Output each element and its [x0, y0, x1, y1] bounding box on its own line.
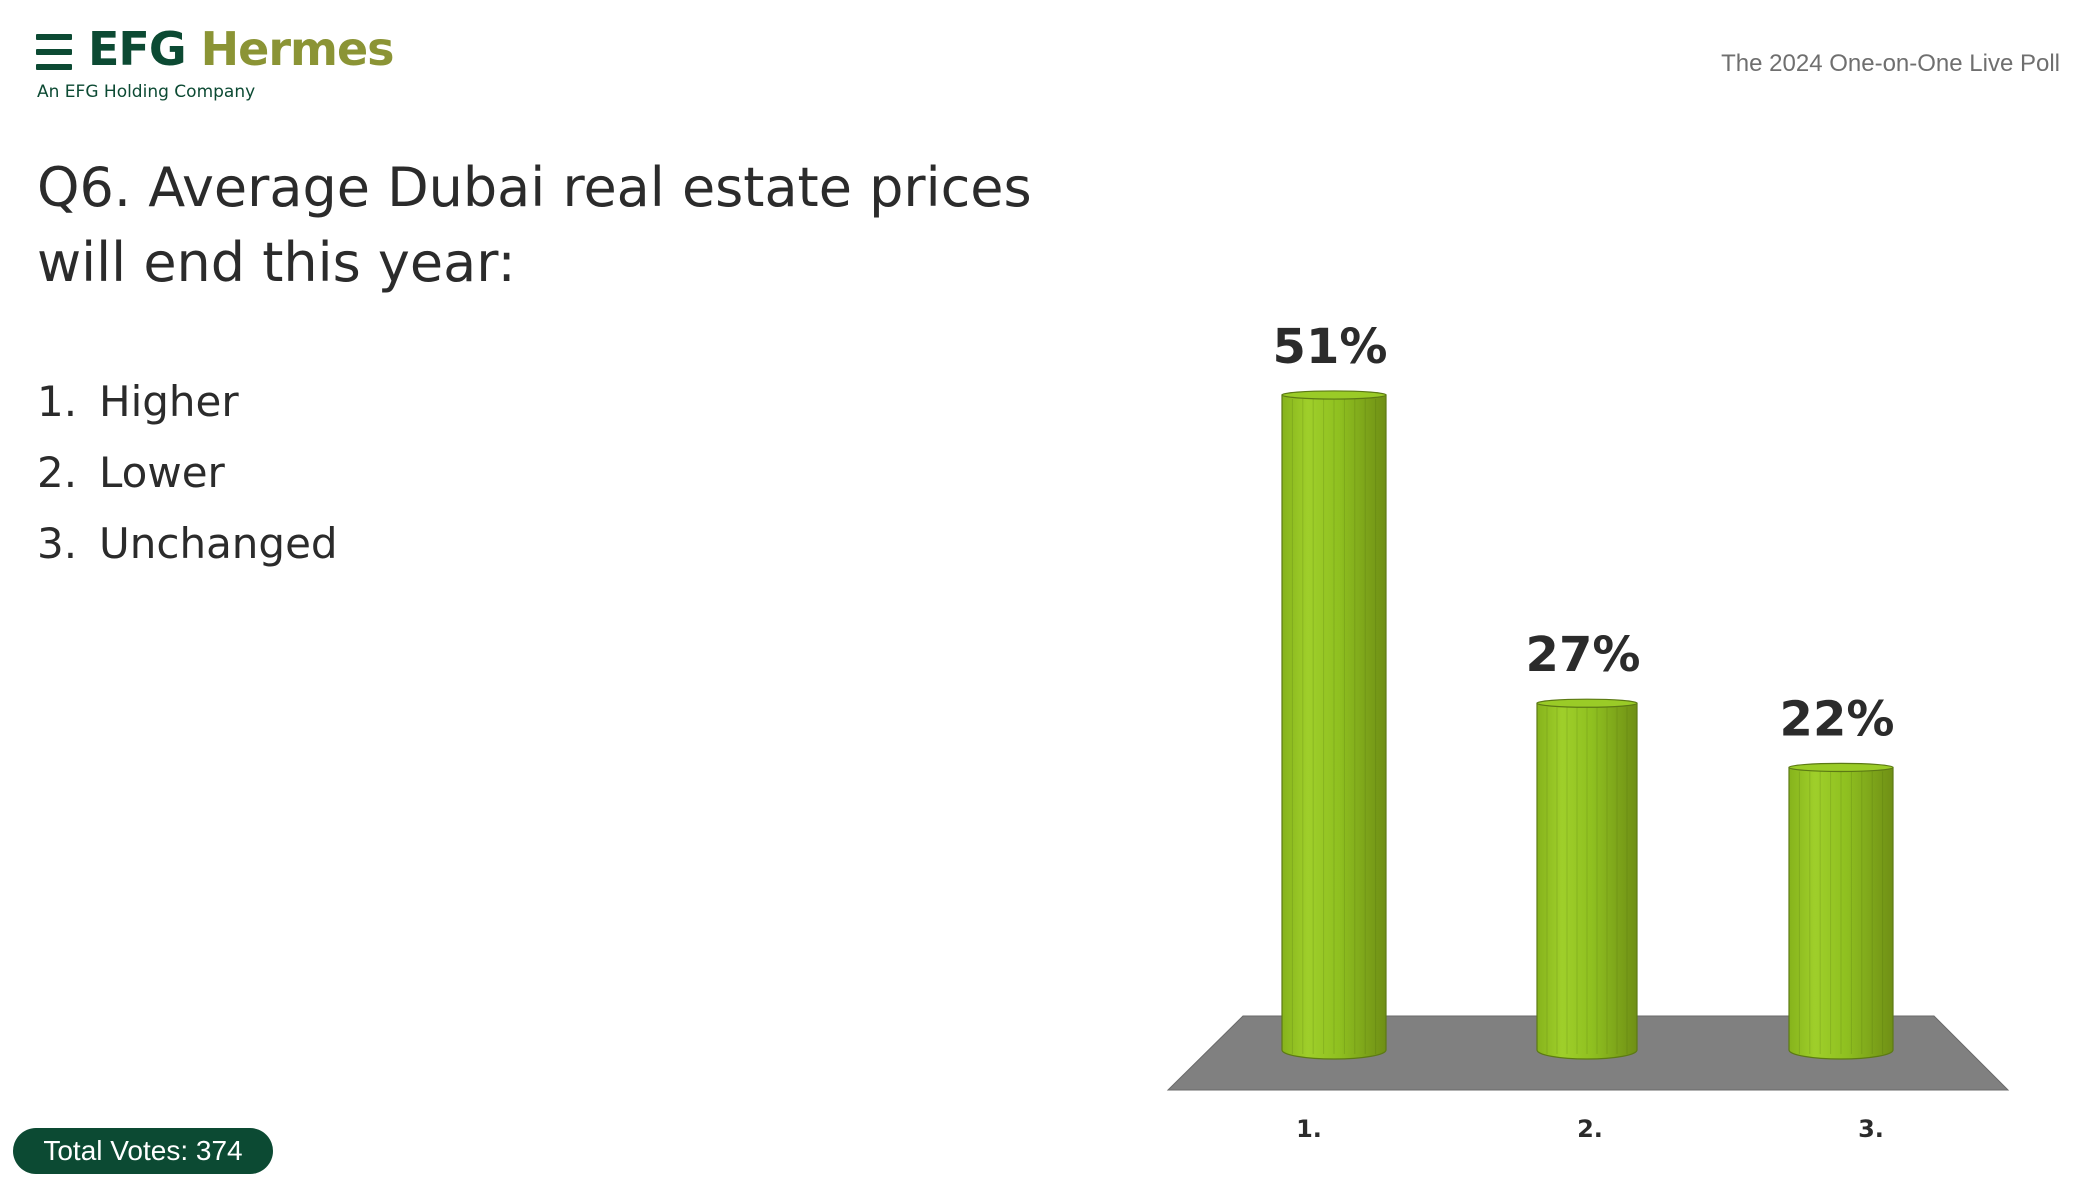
- bar-2: [1536, 698, 1638, 1060]
- logo-efg-text: EFG: [88, 22, 187, 76]
- logo-wordmark: EFG Hermes: [88, 22, 395, 76]
- answer-option: 2. Lower: [37, 443, 338, 514]
- brand-logo: EFG Hermes An EFG Holding Company: [36, 22, 456, 106]
- answer-option-label: Lower: [99, 448, 225, 497]
- answer-option-number: 3.: [37, 519, 78, 568]
- answer-option-number: 2.: [37, 448, 78, 497]
- category-label-3: 3.: [1858, 1115, 1884, 1143]
- answer-option-label: Higher: [99, 377, 239, 426]
- answer-option: 3. Unchanged: [37, 514, 338, 585]
- answer-options-list: 1. Higher 2. Lower 3. Unchanged: [37, 372, 338, 585]
- logo-tagline: An EFG Holding Company: [37, 82, 256, 102]
- labels-layer: 51% 1. 27% 2. 22% 3.: [1273, 319, 1895, 1143]
- answer-option: 1. Higher: [37, 372, 338, 443]
- answer-option-label: Unchanged: [99, 519, 338, 568]
- data-label-2: 27%: [1526, 627, 1641, 683]
- logo-hermes-text: Hermes: [200, 22, 395, 76]
- bar-1: [1281, 390, 1387, 1060]
- bars-layer: [1281, 390, 1894, 1060]
- question-title: Q6. Average Dubai real estate prices wil…: [37, 156, 1032, 294]
- total-votes-badge: Total Votes: 374: [13, 1128, 273, 1174]
- data-label-1: 51%: [1273, 319, 1388, 375]
- answer-option-number: 1.: [37, 377, 78, 426]
- logo-bars-icon: [36, 34, 74, 74]
- bar-3: [1788, 762, 1894, 1060]
- category-label-2: 2.: [1577, 1115, 1603, 1143]
- category-label-1: 1.: [1296, 1115, 1322, 1143]
- data-label-3: 22%: [1780, 691, 1895, 747]
- poll-name: The 2024 One-on-One Live Poll: [1721, 50, 2060, 77]
